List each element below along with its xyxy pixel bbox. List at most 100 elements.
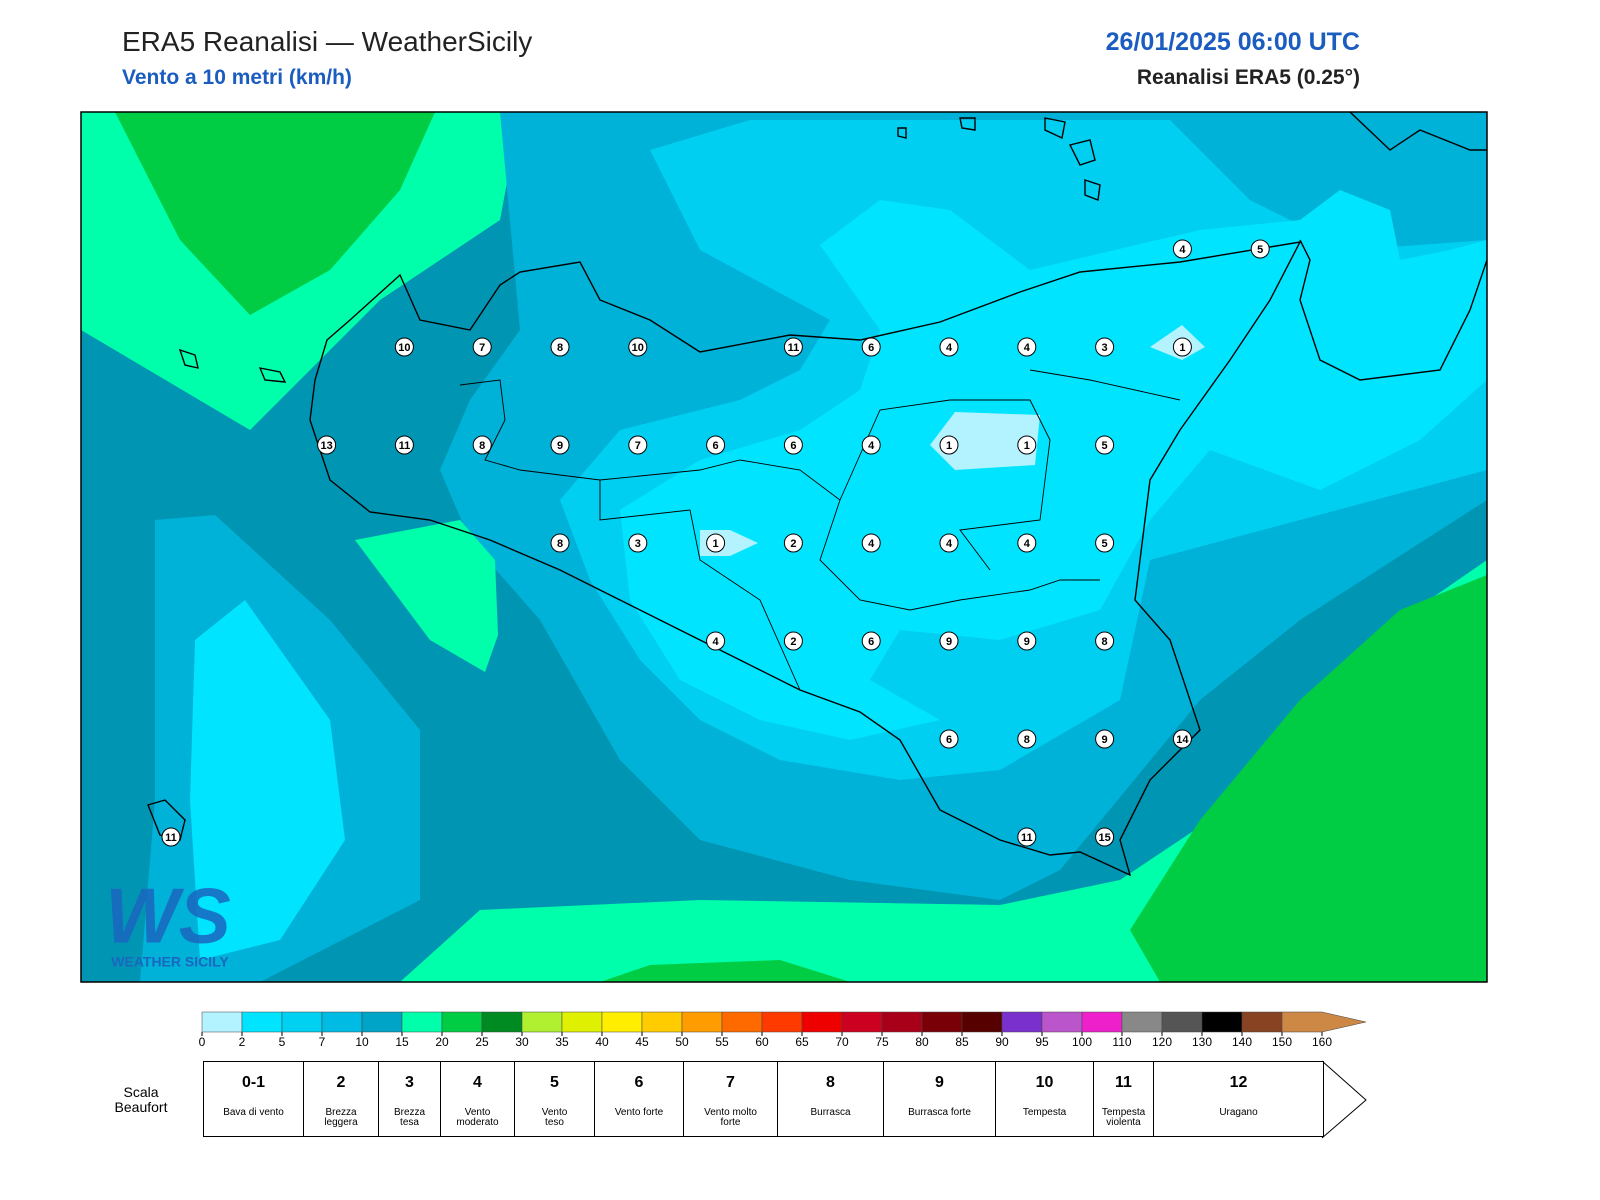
colorbar-segment — [1161, 1011, 1203, 1033]
beaufort-level: 3 Brezza tesa — [378, 1061, 441, 1137]
station-marker — [783, 337, 803, 357]
station-value: 11 — [165, 832, 177, 844]
station-value: 15 — [1098, 832, 1110, 844]
colorbar-segment — [601, 1011, 643, 1033]
beaufort-arrow — [1321, 1060, 1367, 1139]
colorbar-segment — [801, 1011, 843, 1033]
station-value: 8 — [479, 440, 485, 452]
source: Reanalisi ERA5 (0.25°) — [1136, 66, 1360, 89]
beaufort-desc: Burrasca — [810, 1107, 851, 1118]
station-marker — [628, 337, 648, 357]
colorbar-tick-label: 75 — [875, 1035, 889, 1049]
station-value: 2 — [790, 538, 796, 550]
colorbar-tick-label: 90 — [995, 1035, 1009, 1049]
station-marker — [783, 631, 803, 651]
beaufort-force: 2 — [336, 1074, 346, 1091]
beaufort-level: 7 Vento molto forte — [683, 1061, 778, 1137]
station-value: 5 — [1257, 244, 1263, 256]
station-marker — [861, 533, 881, 553]
station-marker — [939, 435, 959, 455]
station-marker — [861, 631, 881, 651]
station-marker — [1172, 239, 1192, 259]
station-marker — [1017, 337, 1037, 357]
station-value: 10 — [398, 342, 410, 354]
station-value: 10 — [632, 342, 644, 354]
station-marker — [1095, 631, 1115, 651]
station-marker — [706, 631, 726, 651]
station-value: 8 — [1024, 734, 1030, 746]
colorbar-segment — [521, 1011, 563, 1033]
colorbar-segment — [1121, 1011, 1163, 1033]
colorbar-tick-label: 2 — [239, 1035, 246, 1049]
station-marker — [317, 435, 337, 455]
beaufort-level: 2 Brezza leggera — [303, 1061, 379, 1137]
station-value: 3 — [635, 538, 641, 550]
station-marker — [1095, 827, 1115, 847]
beaufort-desc: Vento moderato — [456, 1107, 499, 1128]
station-value: 9 — [557, 440, 563, 452]
station-marker — [783, 533, 803, 553]
station-marker — [1017, 827, 1037, 847]
beaufort-level: 0-1 Bava di vento — [203, 1061, 304, 1137]
station-marker — [472, 337, 492, 357]
colorbar-tick-label: 160 — [1312, 1035, 1332, 1049]
station-marker — [1017, 533, 1037, 553]
station-marker — [939, 337, 959, 357]
subtitle: Vento a 10 metri (km/h) — [122, 66, 352, 89]
colorbar-tick-label: 120 — [1152, 1035, 1172, 1049]
beaufort-desc: Brezza leggera — [324, 1107, 358, 1128]
colorbar-segment — [681, 1011, 723, 1033]
station-marker — [161, 827, 181, 847]
station-marker — [394, 435, 414, 455]
station-value: 4 — [946, 538, 953, 550]
station-value: 6 — [868, 636, 874, 648]
station-value: 4 — [868, 538, 875, 550]
colorbar-tick-label: 30 — [515, 1035, 529, 1049]
colorbar-segment — [1001, 1011, 1043, 1033]
station-value: 1 — [713, 538, 719, 550]
station-marker — [1172, 729, 1192, 749]
beaufort-force: 11 — [1115, 1074, 1132, 1091]
colorbar-tick-label: 0 — [199, 1035, 206, 1049]
beaufort-level: 8 Burrasca — [777, 1061, 884, 1137]
beaufort-force: 3 — [405, 1074, 414, 1091]
colorbar-tick-label: 100 — [1072, 1035, 1092, 1049]
colorbar-segment — [1241, 1011, 1283, 1033]
wind-field — [81, 112, 1487, 982]
station-marker — [1017, 729, 1037, 749]
colorbar-tick-label: 65 — [795, 1035, 809, 1049]
station-value: 1 — [946, 440, 952, 452]
colorbar-tick-label: 25 — [475, 1035, 489, 1049]
station-value: 6 — [946, 734, 952, 746]
beaufort-level: 9 Burrasca forte — [883, 1061, 996, 1137]
station-value: 9 — [1102, 734, 1108, 746]
station-value: 6 — [713, 440, 719, 452]
station-value: 6 — [790, 440, 796, 452]
logo-mark: WS — [105, 872, 231, 960]
colorbar-tick-label: 60 — [755, 1035, 769, 1049]
beaufort-force: 10 — [1035, 1074, 1054, 1091]
beaufort-level: 6 Vento forte — [594, 1061, 684, 1137]
station-marker — [394, 337, 414, 357]
colorbar-tick-label: 5 — [279, 1035, 286, 1049]
colorbar-segment — [761, 1011, 803, 1033]
beaufort-desc: Vento molto forte — [704, 1107, 757, 1128]
station-marker — [1095, 729, 1115, 749]
colorbar-tick-label: 70 — [835, 1035, 849, 1049]
station-value: 13 — [320, 440, 332, 452]
beaufort-desc: Brezza tesa — [393, 1107, 426, 1128]
station-marker — [628, 533, 648, 553]
station-value: 4 — [1024, 342, 1031, 354]
station-value: 4 — [713, 636, 720, 648]
station-value: 3 — [1102, 342, 1108, 354]
beaufort-level: 4 Vento moderato — [440, 1061, 515, 1137]
colorbar-tick-label: 50 — [675, 1035, 689, 1049]
beaufort-desc: Tempesta — [1022, 1107, 1067, 1118]
logo-text: WEATHER SICILY — [111, 954, 229, 970]
station-value: 9 — [1024, 636, 1030, 648]
colorbar-segment — [1041, 1011, 1083, 1033]
colorbar-segment — [201, 1011, 243, 1033]
station-value: 8 — [557, 538, 563, 550]
colorbar-tick-label: 40 — [595, 1035, 609, 1049]
